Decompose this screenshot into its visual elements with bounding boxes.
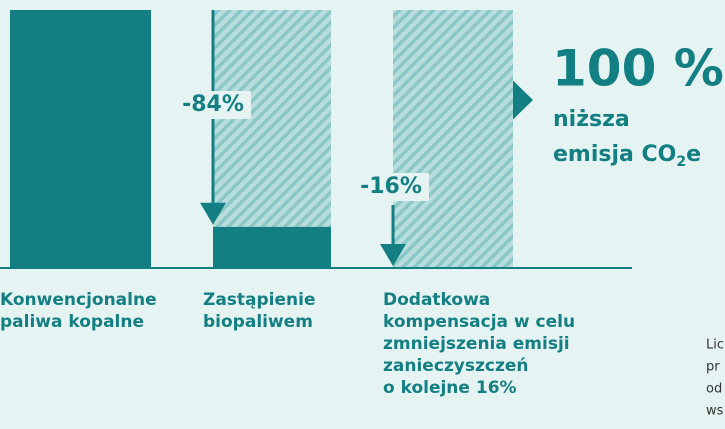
subtitle-text: emisja CO (553, 142, 676, 167)
category-label: zmniejszenia emisji (383, 334, 570, 354)
hatched-bar (393, 10, 513, 268)
label-bg (353, 173, 429, 201)
bar (213, 226, 331, 268)
headline: 100 % (552, 40, 724, 98)
subscript: 2 (676, 154, 686, 170)
category-label: zanieczyszczeń (383, 356, 529, 376)
category-label: o kolejne 16% (383, 378, 517, 398)
side-note: Lic (706, 338, 724, 353)
category-label: Konwencjonalne (0, 290, 157, 310)
side-note: pr (706, 360, 720, 375)
category-label: Zastąpienie (203, 290, 316, 310)
category-label: Dodatkowa (383, 290, 490, 310)
category-label: kompensacja w celu (383, 312, 575, 332)
subtitle: niższa (553, 107, 630, 132)
side-note: od (706, 382, 722, 397)
subtitle-text: e (686, 142, 701, 167)
label-bg (175, 91, 251, 119)
bar (10, 10, 151, 268)
arrow-head (380, 244, 406, 266)
arrow-head (200, 202, 226, 225)
category-label: paliwa kopalne (0, 312, 144, 332)
subtitle: emisja CO2e (553, 142, 701, 170)
reduction-label: -84% (182, 92, 244, 117)
side-note: ws (706, 404, 724, 419)
category-label: biopaliwem (203, 312, 313, 332)
reduction-label: -16% (360, 174, 422, 199)
